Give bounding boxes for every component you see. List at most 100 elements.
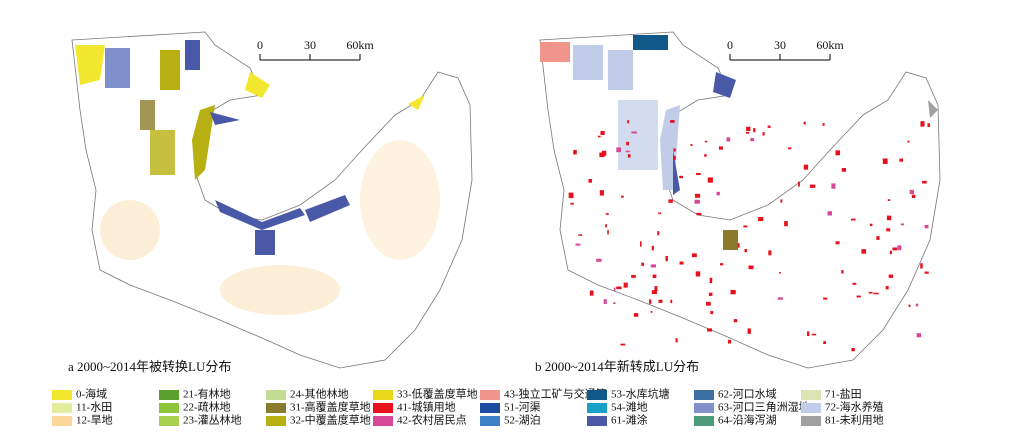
patch bbox=[899, 158, 903, 162]
patch bbox=[654, 286, 658, 292]
patch bbox=[648, 299, 652, 304]
patch bbox=[716, 191, 720, 196]
patch bbox=[803, 121, 806, 125]
patch bbox=[758, 216, 764, 222]
legend-label: 32-中覆盖度草地 bbox=[290, 413, 371, 427]
patch bbox=[600, 130, 605, 136]
patch bbox=[657, 231, 660, 236]
patch bbox=[876, 236, 880, 240]
patch bbox=[920, 263, 923, 269]
legend-swatch bbox=[52, 390, 72, 400]
patch bbox=[882, 158, 888, 164]
patch bbox=[737, 243, 740, 248]
patch bbox=[616, 147, 622, 153]
patch bbox=[868, 291, 873, 294]
legend-swatch bbox=[480, 390, 500, 400]
patch bbox=[807, 331, 810, 337]
legend-label: 22-疏林地 bbox=[183, 400, 231, 414]
patch bbox=[708, 292, 713, 296]
legend-swatch bbox=[480, 403, 500, 413]
legend-label: 41-城镇用地 bbox=[397, 400, 456, 414]
legend-swatch bbox=[694, 403, 714, 413]
patch bbox=[651, 245, 654, 251]
patch bbox=[601, 150, 607, 156]
patch bbox=[750, 138, 755, 142]
patch bbox=[747, 328, 751, 334]
patch bbox=[568, 192, 574, 199]
patch bbox=[841, 270, 844, 274]
patch bbox=[605, 213, 609, 215]
patch bbox=[811, 333, 817, 336]
patch bbox=[743, 225, 748, 228]
patch bbox=[690, 144, 693, 146]
patch bbox=[620, 195, 624, 198]
legend-label: 31-高覆盖度草地 bbox=[290, 400, 371, 414]
patch bbox=[651, 290, 657, 295]
patch bbox=[613, 287, 616, 292]
patch bbox=[709, 277, 713, 284]
legend-label: 21-有林地 bbox=[183, 387, 231, 401]
patch bbox=[733, 319, 738, 323]
patch bbox=[762, 132, 765, 136]
scale-label: 0 bbox=[257, 38, 263, 52]
patch bbox=[631, 275, 636, 278]
map-b: 0 30 60km b 2000~2014年新转成LU分布 bbox=[535, 31, 941, 374]
patch bbox=[851, 347, 855, 352]
patch bbox=[900, 223, 905, 226]
patch bbox=[897, 245, 902, 251]
patch bbox=[573, 149, 577, 155]
legend-label: 51-河渠 bbox=[504, 401, 541, 414]
legend-label: 0-海域 bbox=[76, 387, 107, 401]
patch bbox=[620, 343, 626, 346]
legend-label: 33-低覆盖度草地 bbox=[397, 387, 478, 401]
legend-swatch bbox=[266, 416, 286, 426]
scale-bar bbox=[259, 54, 361, 61]
patch bbox=[777, 297, 783, 300]
patch bbox=[670, 299, 673, 304]
patch bbox=[668, 199, 673, 203]
legend-label: 61-滩涂 bbox=[611, 413, 648, 427]
patch bbox=[856, 295, 861, 298]
patch bbox=[706, 301, 711, 306]
patch bbox=[696, 212, 702, 216]
legend-label: 11-水田 bbox=[76, 401, 112, 414]
patch bbox=[675, 338, 678, 343]
patch bbox=[694, 199, 700, 204]
legend-swatch bbox=[159, 390, 179, 400]
legend-label: 42-农村居民点 bbox=[397, 413, 467, 427]
legend-swatch bbox=[266, 403, 286, 413]
patch bbox=[575, 243, 581, 246]
legend-swatch bbox=[587, 416, 607, 426]
patch bbox=[907, 140, 910, 143]
patch bbox=[726, 137, 731, 142]
patch bbox=[695, 271, 701, 277]
patch bbox=[851, 218, 856, 221]
legend-swatch bbox=[373, 390, 393, 400]
patch bbox=[745, 131, 750, 134]
patch bbox=[784, 221, 788, 227]
legend-swatch bbox=[52, 403, 72, 413]
scale-label: 60km bbox=[816, 38, 844, 52]
patch bbox=[679, 175, 683, 179]
patch bbox=[822, 123, 825, 126]
patch bbox=[627, 154, 631, 158]
patch bbox=[710, 310, 714, 315]
patch bbox=[873, 292, 879, 295]
legend-swatch bbox=[801, 403, 821, 413]
patch bbox=[908, 304, 911, 307]
patch bbox=[787, 147, 792, 150]
patch bbox=[599, 190, 604, 196]
patch bbox=[623, 282, 628, 288]
legend-swatch bbox=[52, 416, 72, 426]
patch bbox=[633, 313, 639, 317]
legend-swatch bbox=[801, 390, 821, 400]
patch bbox=[627, 120, 630, 124]
patch bbox=[670, 120, 675, 123]
scale-label: 0 bbox=[727, 38, 733, 52]
patch bbox=[658, 212, 662, 215]
patch bbox=[768, 250, 772, 256]
patch bbox=[823, 341, 827, 345]
patch bbox=[707, 328, 713, 332]
patch bbox=[631, 131, 637, 134]
